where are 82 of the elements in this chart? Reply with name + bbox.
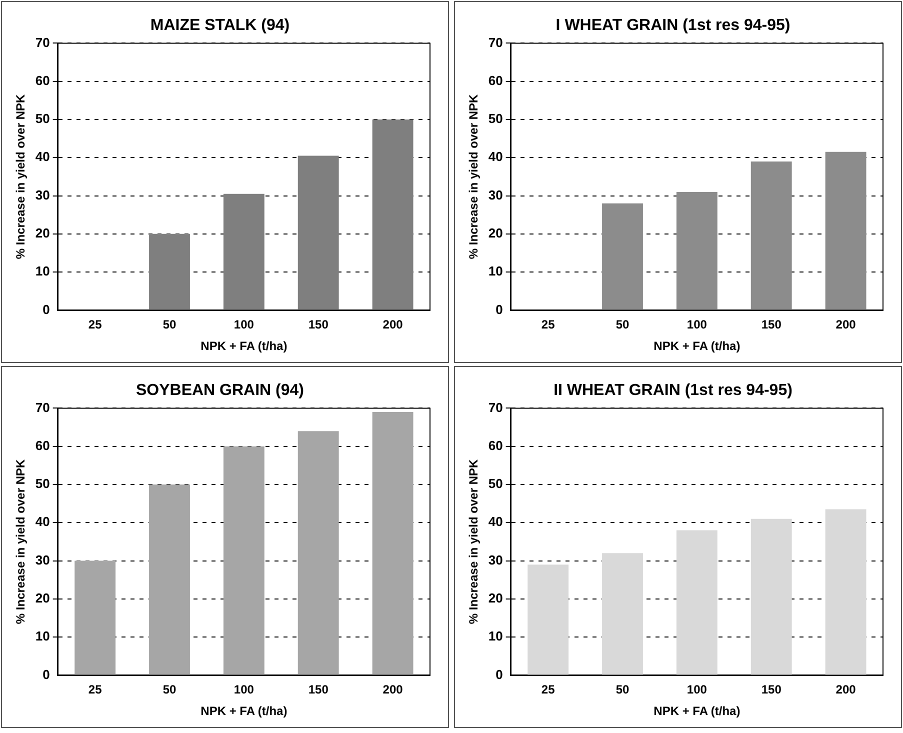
y-tick-label: 40 [35,514,50,530]
y-tick-label: 60 [488,72,503,88]
chart-title: II WHEAT GRAIN (1st res 94-95) [554,382,792,400]
y-tick-label: 70 [35,34,50,50]
x-tick-label: 50 [616,318,630,332]
bar [825,152,866,310]
y-tick-label: 0 [496,666,503,682]
y-tick-label: 40 [488,149,503,164]
y-tick-label: 70 [488,34,503,50]
x-tick-label: 100 [234,318,254,332]
x-tick-label: 200 [836,682,856,697]
y-tick-label: 20 [488,590,503,606]
bar [149,234,190,310]
chart-title: MAIZE STALK (94) [150,17,290,34]
bar [149,484,190,676]
x-tick-label: 150 [761,318,782,332]
y-axis-title: % Increase in yield over NPK [14,459,28,624]
x-axis-title: NPK + FA (t/ha) [654,704,740,718]
x-tick-label: 50 [616,682,630,697]
y-tick-label: 40 [488,514,503,530]
x-axis-title: NPK + FA (t/ha) [200,339,288,354]
bar [602,203,643,310]
bar [528,564,569,676]
x-tick-label: 100 [234,682,254,697]
y-tick-label: 60 [35,438,50,453]
y-tick-label: 10 [35,264,50,279]
bar [298,431,339,676]
x-tick-label: 150 [308,318,329,332]
y-tick-label: 30 [488,187,503,202]
y-tick-label: 10 [488,628,503,644]
x-tick-label: 25 [88,682,102,697]
y-tick-label: 70 [488,400,503,415]
bar [676,192,718,310]
x-tick-label: 150 [761,682,782,697]
y-tick-label: 50 [488,476,503,492]
bar [223,446,264,676]
bar [676,530,718,676]
chart-title: SOYBEAN GRAIN (94) [136,382,304,400]
bar [825,509,866,676]
y-axis-title: % Increase in yield over NPK [466,459,481,624]
y-tick-label: 70 [35,400,50,415]
x-tick-label: 25 [541,318,556,332]
y-tick-label: 60 [35,72,50,88]
y-tick-label: 20 [488,225,503,240]
bar [372,412,414,676]
x-tick-label: 50 [162,682,176,697]
x-tick-label: 50 [162,318,176,332]
x-axis-title: NPK + FA (t/ha) [200,704,288,718]
x-tick-label: 150 [308,682,329,697]
x-tick-label: 25 [541,682,556,697]
y-tick-label: 40 [35,149,50,164]
bar [223,194,264,310]
bar [298,156,339,310]
x-axis-title: NPK + FA (t/ha) [654,339,740,354]
y-tick-label: 20 [35,225,50,240]
x-tick-label: 100 [686,318,708,332]
y-tick-label: 50 [488,111,503,126]
y-tick-label: 0 [496,302,503,317]
y-axis-title: % Increase in yield over NPK [14,94,28,260]
y-tick-label: 30 [35,552,50,568]
bar [750,161,792,310]
x-tick-label: 100 [686,682,708,697]
bar [602,553,643,676]
x-tick-label: 25 [88,318,102,332]
x-tick-label: 200 [382,318,404,332]
chart-title: I WHEAT GRAIN (1st res 94-95) [556,17,790,34]
y-tick-label: 0 [42,666,50,682]
bar [74,560,116,676]
y-axis-title: % Increase in yield over NPK [466,94,481,260]
y-tick-label: 20 [35,590,50,606]
y-tick-label: 50 [35,111,50,126]
y-tick-label: 0 [42,302,50,317]
y-tick-label: 30 [488,552,503,568]
y-tick-label: 50 [35,476,50,492]
y-tick-label: 10 [488,264,503,279]
y-tick-label: 10 [35,628,50,644]
bar [750,518,792,676]
y-tick-label: 30 [35,187,50,202]
x-tick-label: 200 [836,318,856,332]
x-tick-label: 200 [382,682,404,697]
bar [372,119,414,310]
y-tick-label: 60 [488,438,503,453]
